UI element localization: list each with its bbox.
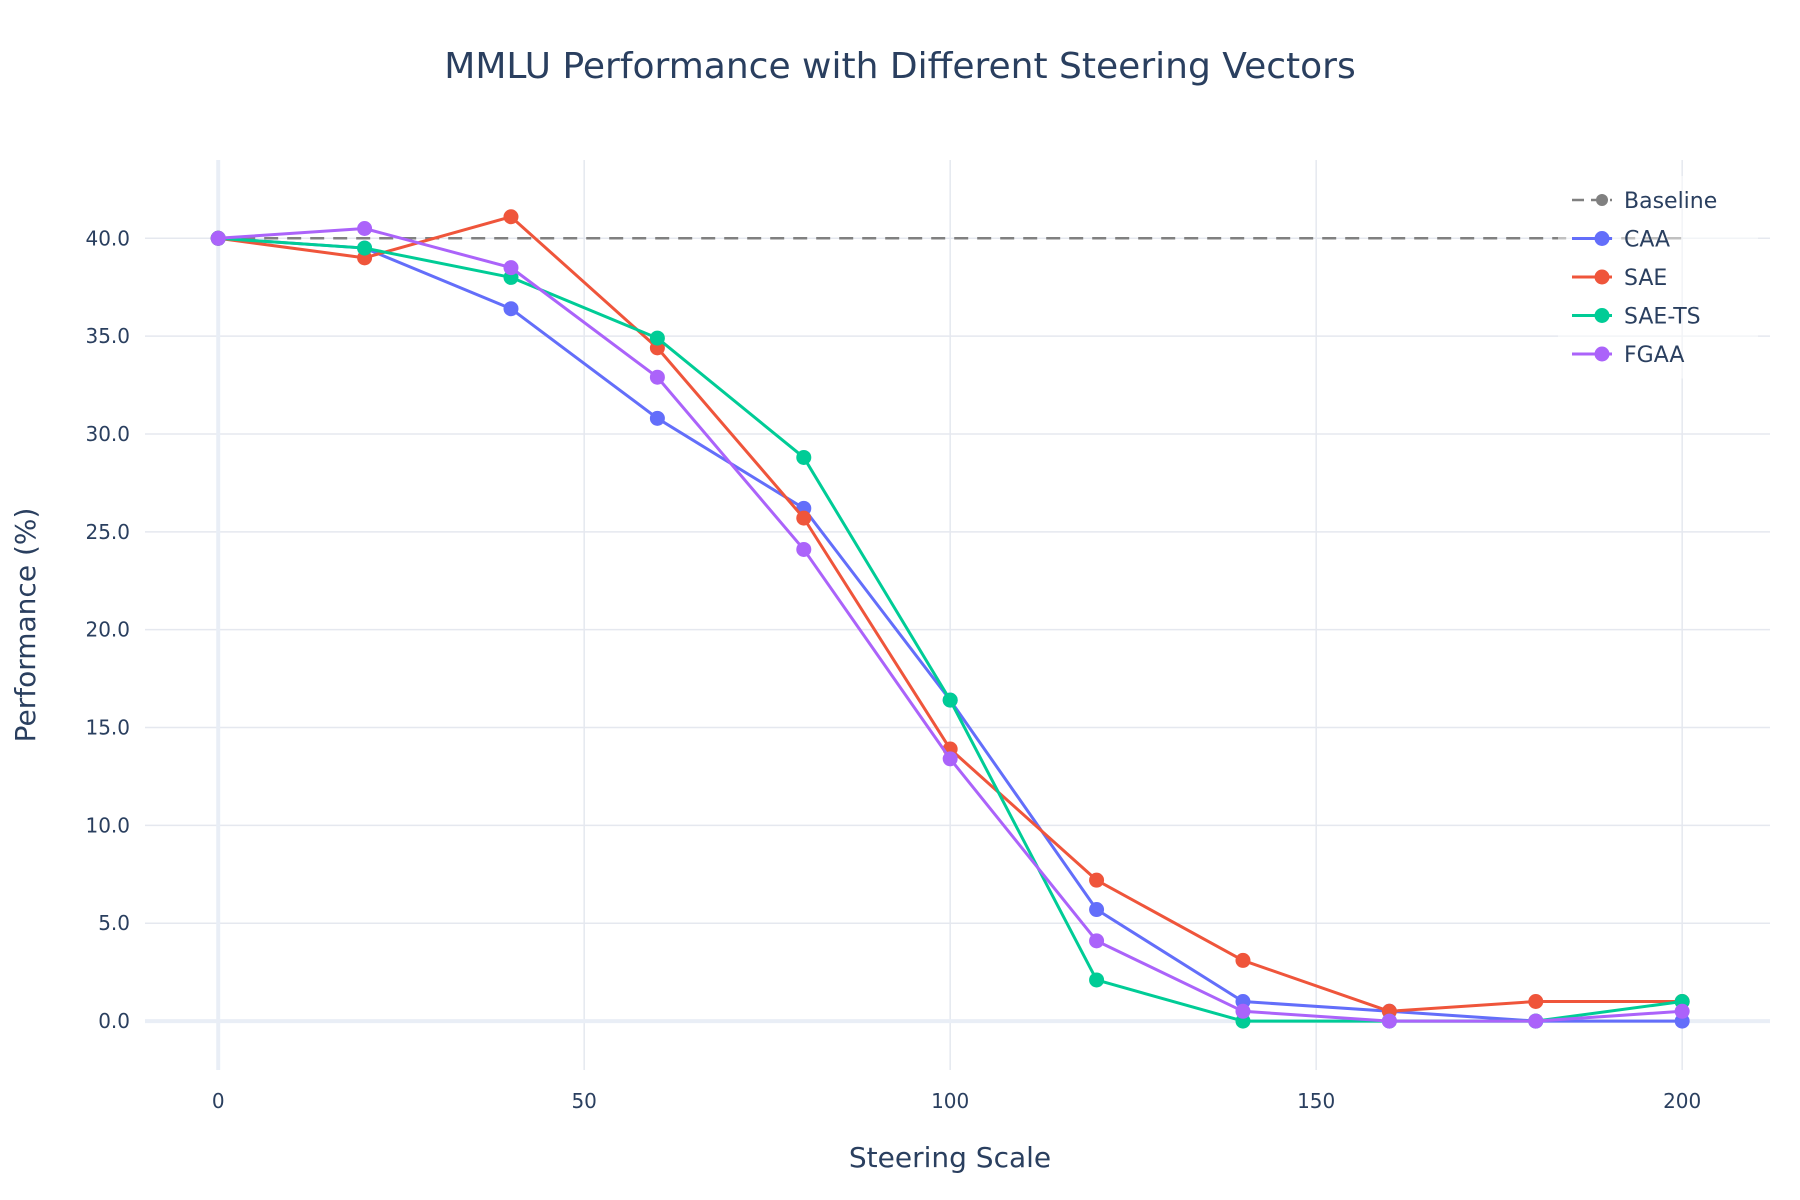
data-point-fgaa[interactable]: [1089, 933, 1105, 949]
legend-item-fgaa[interactable]: FGAA: [1572, 343, 1684, 368]
data-point-caa[interactable]: [649, 410, 665, 426]
data-point-sae[interactable]: [1528, 994, 1544, 1010]
legend-item-sae[interactable]: SAE: [1572, 266, 1667, 291]
data-point-caa[interactable]: [503, 301, 519, 317]
legend[interactable]: Baseline CAA SAE SAE-TS FGAA: [1558, 176, 1758, 379]
legend-label: FGAA: [1624, 343, 1684, 368]
legend-swatch-marker: [1596, 194, 1608, 206]
data-point-sae[interactable]: [503, 209, 519, 225]
series-fgaa: [210, 220, 1690, 1029]
y-tick-label: 35.0: [85, 324, 130, 348]
tick-labels: 0 50 100 150 200 0.0 5.0 10.0 15.0 20.0 25.0 30.0 35…: [85, 226, 1701, 1113]
zero-lines: [145, 160, 1770, 1070]
data-point-fgaa[interactable]: [649, 369, 665, 385]
legend-item-sae-ts[interactable]: SAE-TS: [1572, 305, 1701, 330]
data-point-sae[interactable]: [1235, 952, 1251, 968]
series-group: [210, 209, 1690, 1029]
x-axis-title: Steering Scale: [849, 1141, 1051, 1174]
legend-label: CAA: [1624, 228, 1670, 253]
legend-label: SAE-TS: [1624, 305, 1701, 330]
data-point-fgaa[interactable]: [942, 751, 958, 767]
grid: [145, 160, 1770, 1070]
data-point-sae-ts[interactable]: [649, 330, 665, 346]
x-tick-label: 200: [1663, 1089, 1701, 1113]
y-tick-label: 20.0: [85, 618, 130, 642]
legend-swatch-marker: [1594, 231, 1610, 246]
data-point-fgaa[interactable]: [1235, 1003, 1251, 1019]
x-tick-label: 150: [1297, 1089, 1335, 1113]
data-point-sae-ts[interactable]: [357, 240, 373, 256]
x-tick-label: 50: [571, 1089, 596, 1113]
chart-title: MMLU Performance with Different Steering…: [444, 46, 1355, 87]
data-point-fgaa[interactable]: [210, 230, 226, 246]
legend-swatch-marker: [1594, 346, 1610, 362]
data-point-fgaa[interactable]: [1674, 1003, 1690, 1019]
y-tick-label: 10.0: [85, 813, 130, 837]
legend-swatch-marker: [1594, 308, 1610, 323]
data-point-sae-ts[interactable]: [796, 449, 812, 465]
y-tick-label: 40.0: [85, 226, 130, 250]
data-point-fgaa[interactable]: [503, 260, 519, 276]
data-point-fgaa[interactable]: [357, 220, 373, 236]
y-tick-label: 25.0: [85, 520, 130, 544]
y-tick-label: 30.0: [85, 422, 130, 446]
data-point-sae[interactable]: [1089, 872, 1105, 888]
y-tick-label: 5.0: [98, 911, 130, 935]
legend-item-caa[interactable]: CAA: [1572, 228, 1670, 253]
y-tick-label: 0.0: [98, 1009, 130, 1033]
legend-swatch-marker: [1594, 269, 1610, 285]
data-point-fgaa[interactable]: [796, 541, 812, 557]
x-tick-label: 100: [931, 1089, 969, 1113]
x-tick-label: 0: [212, 1089, 225, 1113]
data-point-caa[interactable]: [1089, 902, 1105, 918]
data-point-sae[interactable]: [796, 510, 812, 526]
data-point-fgaa[interactable]: [1381, 1013, 1397, 1029]
legend-label: SAE: [1624, 266, 1667, 291]
y-axis-title: Performance (%): [9, 508, 42, 743]
legend-item-baseline[interactable]: Baseline: [1572, 189, 1717, 214]
data-point-sae-ts[interactable]: [942, 692, 958, 708]
legend-label: Baseline: [1624, 189, 1717, 214]
data-point-fgaa[interactable]: [1528, 1013, 1544, 1029]
data-point-sae-ts[interactable]: [1089, 972, 1105, 988]
y-tick-label: 15.0: [85, 716, 130, 740]
